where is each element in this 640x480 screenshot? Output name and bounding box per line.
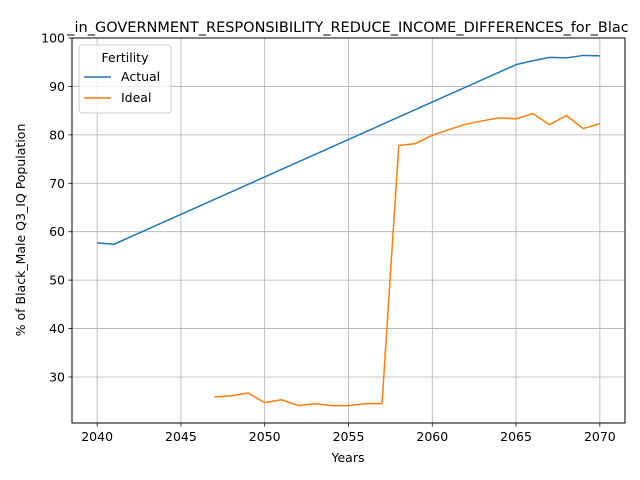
y-tick-label: 30 — [49, 369, 65, 384]
legend-label-ideal: Ideal — [121, 90, 151, 105]
x-tick-label: 2070 — [584, 429, 616, 444]
x-tick-label: 2060 — [416, 429, 448, 444]
y-tick-label: 90 — [49, 79, 65, 94]
y-tick-label: 100 — [41, 31, 65, 46]
x-tick-label: 2050 — [249, 429, 281, 444]
y-tick-label: 50 — [49, 273, 65, 288]
y-tick-label: 80 — [49, 127, 65, 142]
y-tick-label: 70 — [49, 176, 65, 191]
legend-title: Fertility — [102, 50, 150, 65]
x-tick-label: 2040 — [81, 429, 113, 444]
series-line-ideal — [214, 112, 601, 407]
chart-title: _in_GOVERNMENT_RESPONSIBILITY_REDUCE_INC… — [66, 20, 628, 36]
x-tick-label: 2045 — [165, 429, 197, 444]
legend-box — [78, 44, 172, 114]
y-tick-label: 60 — [49, 224, 65, 239]
x-axis-label: Years — [331, 450, 365, 465]
legend-label-actual: Actual — [121, 69, 160, 84]
x-tick-label: 2055 — [333, 429, 365, 444]
y-tick-label: 40 — [49, 321, 65, 336]
series-lines — [97, 54, 601, 407]
x-tick-label: 2065 — [500, 429, 532, 444]
y-axis-label: % of Black_Male Q3_IQ Population — [13, 124, 28, 337]
legend: Fertility Actual Ideal — [78, 44, 172, 114]
axis-ticks: 2040 2045 2050 2055 2060 2065 2070 30 40 50 60 70 80… — [41, 31, 616, 445]
series-line-actual — [97, 54, 600, 246]
